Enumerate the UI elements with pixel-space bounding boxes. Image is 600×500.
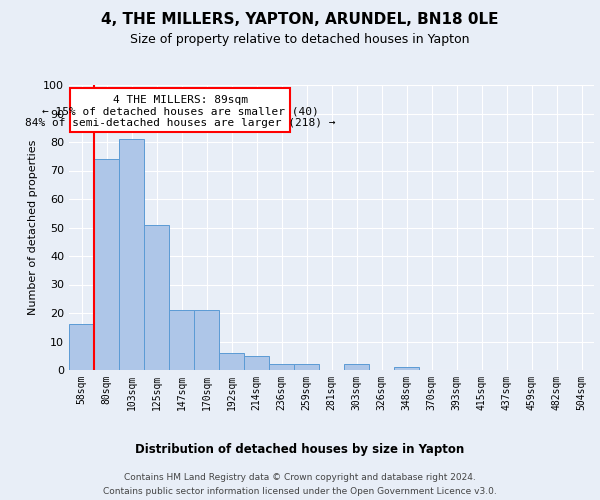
Bar <box>94 159 119 370</box>
Text: ← 15% of detached houses are smaller (40): ← 15% of detached houses are smaller (40… <box>42 106 319 117</box>
Y-axis label: Number of detached properties: Number of detached properties <box>28 140 38 315</box>
Bar <box>144 224 169 370</box>
Bar <box>69 324 94 370</box>
Text: 84% of semi-detached houses are larger (218) →: 84% of semi-detached houses are larger (… <box>25 118 335 128</box>
Bar <box>169 310 194 370</box>
Bar <box>119 139 144 370</box>
Text: 4, THE MILLERS, YAPTON, ARUNDEL, BN18 0LE: 4, THE MILLERS, YAPTON, ARUNDEL, BN18 0L… <box>101 12 499 28</box>
Bar <box>269 364 294 370</box>
Bar <box>194 310 219 370</box>
Bar <box>294 364 319 370</box>
Text: Distribution of detached houses by size in Yapton: Distribution of detached houses by size … <box>136 442 464 456</box>
Bar <box>219 353 244 370</box>
Text: Size of property relative to detached houses in Yapton: Size of property relative to detached ho… <box>130 32 470 46</box>
Bar <box>344 364 369 370</box>
Bar <box>394 367 419 370</box>
Text: Contains HM Land Registry data © Crown copyright and database right 2024.: Contains HM Land Registry data © Crown c… <box>124 472 476 482</box>
Text: 4 THE MILLERS: 89sqm: 4 THE MILLERS: 89sqm <box>113 95 248 105</box>
FancyBboxPatch shape <box>70 88 290 132</box>
Text: Contains public sector information licensed under the Open Government Licence v3: Contains public sector information licen… <box>103 488 497 496</box>
Bar <box>244 356 269 370</box>
